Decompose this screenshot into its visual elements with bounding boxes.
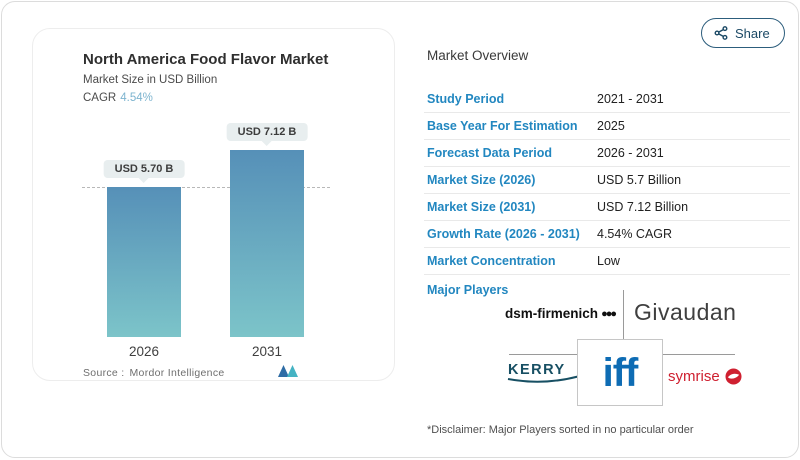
table-row: Growth Rate (2026 - 2031) 4.54% CAGR [424,221,790,248]
bar-value-pill: USD 5.70 B [103,160,185,183]
source-attribution: Source : Mordor Intelligence [83,367,225,379]
reference-dashed-line [82,187,330,188]
row-value: 2021 - 2031 [597,92,664,106]
table-row: Market Concentration Low [424,248,790,275]
share-button-label: Share [735,25,770,41]
table-row: Base Year For Estimation 2025 [424,113,790,140]
givaudan-logo: Givaudan [634,299,737,325]
row-label: Market Size (2026) [427,173,536,187]
bar [230,150,304,337]
dsm-firmenich-text: dsm-firmenich [505,306,599,321]
row-label: Market Concentration [427,254,556,268]
x-axis-label-2031: 2031 [251,344,283,359]
row-value: 2025 [597,119,625,133]
overview-heading: Market Overview [427,48,529,63]
major-players-label: Major Players [427,283,509,297]
chart-subtitle: Market Size in USD Billion [83,74,218,86]
kerry-logo: KERRY [507,362,579,383]
dsm-firmenich-logo: dsm-firmenich ●●● [502,306,617,321]
row-value: USD 7.12 Billion [597,200,689,214]
cagr-label: CAGR [83,92,117,104]
logo-divider-left [509,354,577,355]
logo-divider-right [663,354,735,355]
row-value: Low [597,254,620,268]
share-button[interactable]: Share [701,18,785,48]
row-label: Base Year For Estimation [427,119,578,133]
source-label: Source : [83,367,125,379]
dsm-dots-icon: ●●● [601,308,617,320]
table-row: Market Size (2031) USD 7.12 Billion [424,194,790,221]
source-value: Mordor Intelligence [129,367,225,379]
bar-column-2031: USD 7.12 B [226,123,308,337]
symrise-globe-icon [725,368,742,385]
x-axis-label-2026: 2026 [128,344,160,359]
logo-divider-vertical [623,290,624,339]
table-row: Study Period 2021 - 2031 [424,86,790,113]
row-value: 2026 - 2031 [597,146,664,160]
mordor-intelligence-logo-icon [278,365,298,377]
iff-logo: iff [577,339,663,406]
share-icon [714,26,728,40]
bar-value-pill: USD 7.12 B [226,123,308,146]
iff-logo-text: iff [602,350,639,395]
disclaimer-text: *Disclaimer: Major Players sorted in no … [427,424,694,436]
table-row: Market Size (2026) USD 5.7 Billion [424,167,790,194]
chart-title: North America Food Flavor Market [83,51,329,68]
row-value: 4.54% CAGR [597,227,673,241]
row-label: Study Period [427,92,505,106]
row-label: Growth Rate (2026 - 2031) [427,227,580,241]
symrise-text: symrise [668,368,720,385]
row-value: USD 5.7 Billion [597,173,682,187]
row-label: Market Size (2031) [427,200,536,214]
bar-column-2026: USD 5.70 B [103,150,185,337]
bar [107,187,181,337]
table-row: Forecast Data Period 2026 - 2031 [424,140,790,167]
row-label: Forecast Data Period [427,146,553,160]
svg-text:KERRY: KERRY [508,362,566,378]
cagr-value: 4.54% [120,92,153,104]
chart-card: North America Food Flavor Market Market … [32,28,395,381]
overview-table: Study Period 2021 - 2031 Base Year For E… [424,86,790,275]
chart-cagr: CAGR 4.54% [83,92,153,104]
symrise-logo: symrise [668,368,742,385]
